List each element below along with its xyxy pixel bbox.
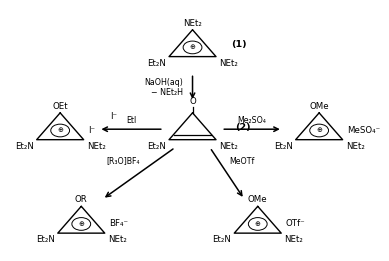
Text: ⊕: ⊕ [316, 128, 322, 133]
Text: (1): (1) [231, 40, 247, 49]
Text: Et₂N: Et₂N [212, 235, 231, 244]
Text: NEt₂: NEt₂ [108, 235, 127, 244]
Text: MeOTf: MeOTf [230, 157, 255, 165]
Text: I⁻: I⁻ [110, 112, 117, 121]
Text: Me₂SO₄: Me₂SO₄ [238, 116, 266, 124]
Text: Et₂N: Et₂N [15, 142, 33, 151]
Text: Et₂N: Et₂N [274, 142, 293, 151]
Text: (2): (2) [235, 123, 251, 132]
Text: OMe: OMe [309, 102, 329, 111]
Text: OTf⁻: OTf⁻ [286, 220, 305, 228]
Text: NEt₂: NEt₂ [183, 19, 202, 28]
Text: NEt₂: NEt₂ [219, 59, 238, 68]
Text: ⊕: ⊕ [255, 221, 261, 227]
Text: NEt₂: NEt₂ [219, 142, 238, 151]
Text: Et₂N: Et₂N [147, 59, 166, 68]
Text: NEt₂: NEt₂ [284, 235, 303, 244]
Text: Et₂N: Et₂N [36, 235, 55, 244]
Text: ⊕: ⊕ [78, 221, 84, 227]
Text: NEt₂: NEt₂ [346, 142, 364, 151]
Text: NEt₂: NEt₂ [87, 142, 105, 151]
Text: BF₄⁻: BF₄⁻ [109, 220, 128, 228]
Text: Et₂N: Et₂N [147, 142, 166, 151]
Text: EtI: EtI [126, 116, 136, 124]
Text: ⊕: ⊕ [189, 44, 195, 50]
Text: OR: OR [75, 195, 88, 204]
Text: O: O [189, 97, 196, 106]
Text: OMe: OMe [248, 195, 268, 204]
Text: MeSO₄⁻: MeSO₄⁻ [347, 126, 380, 135]
Text: ⊕: ⊕ [57, 128, 63, 133]
Text: OEt: OEt [53, 102, 68, 111]
Text: [R₃O]BF₄: [R₃O]BF₄ [107, 157, 140, 165]
Text: I⁻: I⁻ [88, 126, 95, 135]
Text: NaOH(aq): NaOH(aq) [144, 79, 183, 87]
Text: − NEt₂H: − NEt₂H [151, 88, 183, 97]
